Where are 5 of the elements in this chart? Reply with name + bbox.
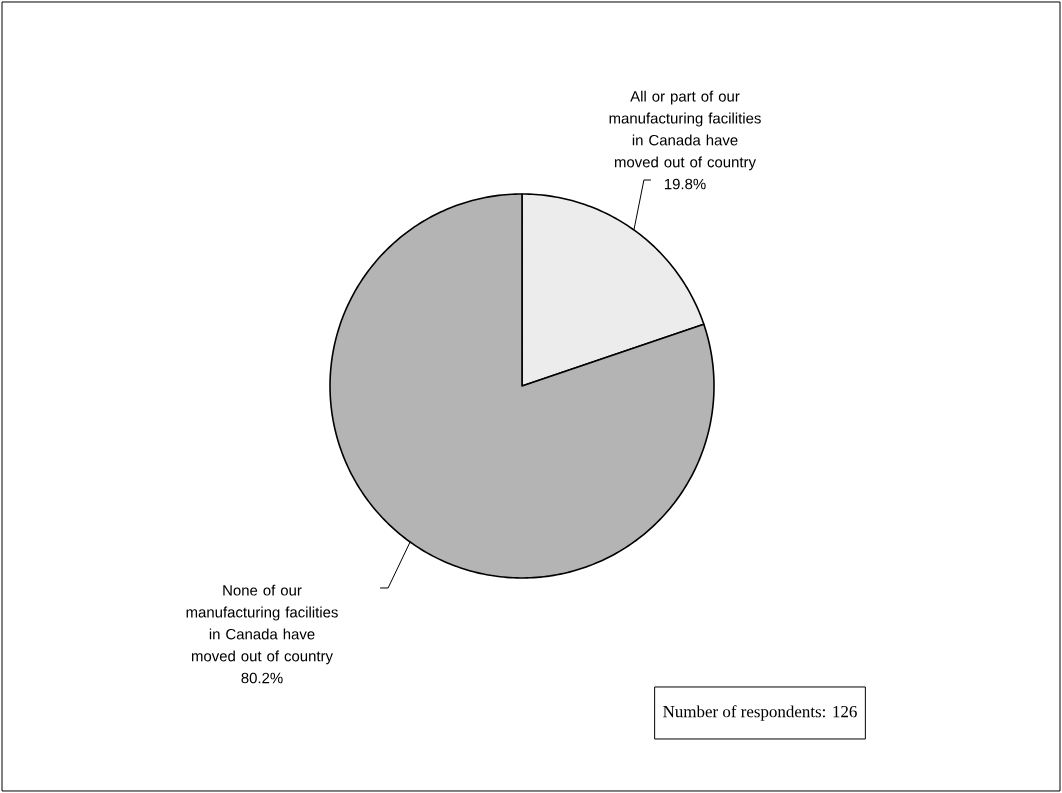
data-label: 19.8% (664, 178, 706, 190)
slice-label: All or part of our manufacturing facilities in Canada have moved out of country (609, 90, 761, 171)
text: Number of respondents: 126 (663, 705, 857, 721)
data-label: 80.2% (241, 672, 283, 684)
slice-label: None of our manufacturing facilities in Canada have moved out of country (186, 584, 338, 665)
